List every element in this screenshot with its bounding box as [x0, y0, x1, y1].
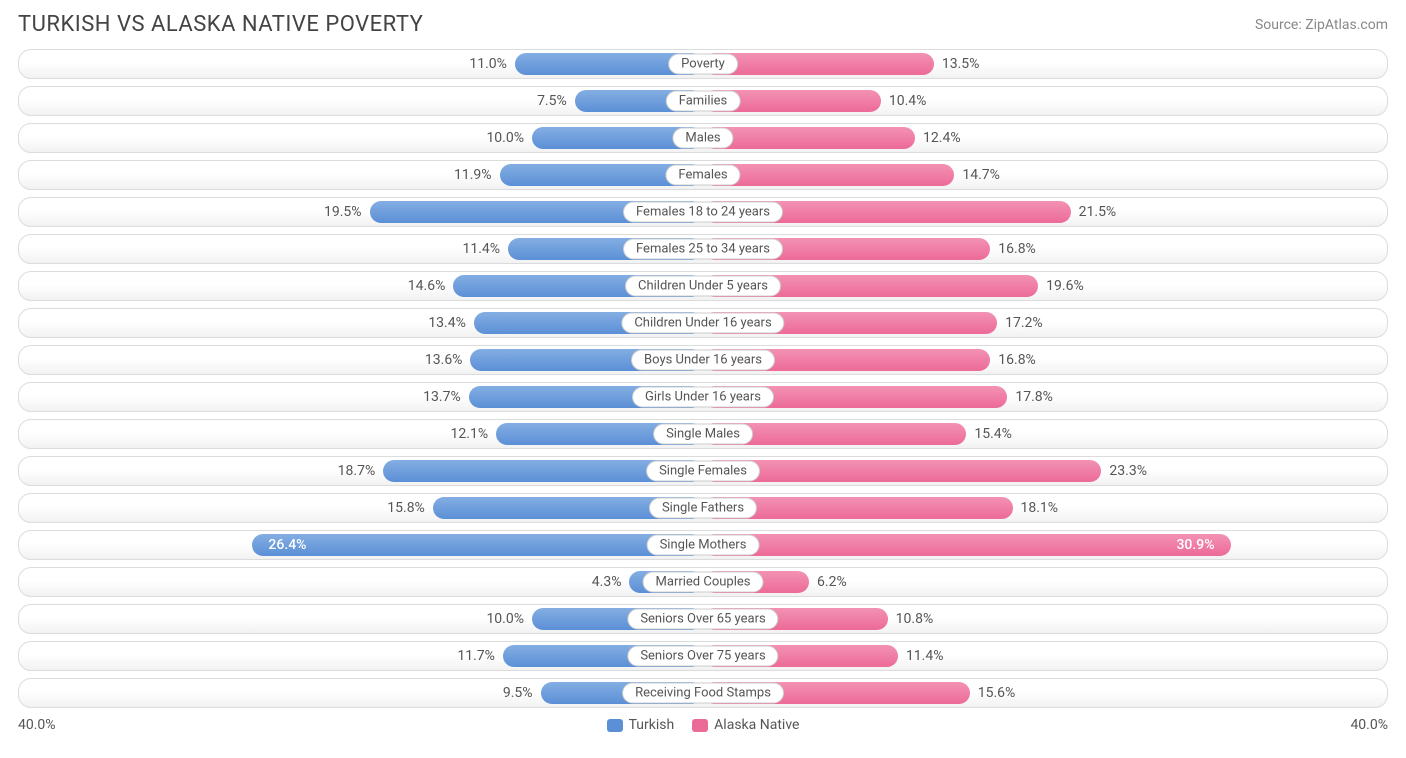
bar-alaska-native — [703, 460, 1101, 482]
chart-title: TURKISH VS ALASKA NATIVE POVERTY — [18, 12, 423, 37]
category-label: Males — [672, 128, 733, 149]
category-label: Single Females — [646, 461, 760, 482]
legend: Turkish Alaska Native — [607, 717, 800, 733]
category-label: Seniors Over 65 years — [627, 609, 778, 630]
value-alaska-native: 16.8% — [990, 352, 1036, 368]
category-label: Girls Under 16 years — [632, 387, 774, 408]
chart-row: 12.1% 15.4% Single Males — [18, 419, 1388, 449]
axis-max-right: 40.0% — [1350, 717, 1388, 733]
category-label: Married Couples — [643, 572, 764, 593]
value-alaska-native: 14.7% — [954, 167, 1000, 183]
value-alaska-native: 15.6% — [970, 685, 1016, 701]
value-turkish: 11.9% — [454, 167, 500, 183]
axis-row: 40.0% Turkish Alaska Native 40.0% — [0, 715, 1406, 733]
value-alaska-native: 16.8% — [990, 241, 1036, 257]
legend-item-alaska-native: Alaska Native — [692, 717, 799, 733]
value-turkish: 18.7% — [338, 463, 384, 479]
category-label: Poverty — [668, 54, 738, 75]
value-turkish: 12.1% — [451, 426, 497, 442]
chart-row: 10.0% 10.8% Seniors Over 65 years — [18, 604, 1388, 634]
category-label: Females 25 to 34 years — [623, 239, 783, 260]
chart-area: 11.0%13.5%Poverty7.5%10.4%Families10.0%1… — [0, 45, 1406, 708]
bar-alaska-native — [703, 164, 954, 186]
chart-row: 14.6% 19.6% Children Under 5 years — [18, 271, 1388, 301]
value-turkish: 10.0% — [486, 130, 532, 146]
chart-row: 9.5% 15.6% Receiving Food Stamps — [18, 678, 1388, 708]
value-turkish: 14.6% — [408, 278, 454, 294]
category-label: Single Mothers — [647, 535, 760, 556]
chart-row: 15.8% 18.1% Single Fathers — [18, 493, 1388, 523]
value-turkish: 10.0% — [486, 611, 532, 627]
chart-row: 11.7% 11.4% Seniors Over 75 years — [18, 641, 1388, 671]
category-label: Seniors Over 75 years — [627, 646, 778, 667]
value-turkish: 19.5% — [324, 204, 370, 220]
value-alaska-native: 10.8% — [888, 611, 934, 627]
value-alaska-native: 21.5% — [1071, 204, 1117, 220]
chart-row: 11.9% 14.7% Females — [18, 160, 1388, 190]
chart-row: 11.4% 16.8% Females 25 to 34 years — [18, 234, 1388, 264]
value-turkish: 4.3% — [592, 574, 630, 590]
category-label: Single Fathers — [649, 498, 757, 519]
category-label: Boys Under 16 years — [631, 350, 775, 371]
value-turkish: 7.5% — [537, 93, 575, 109]
bar-turkish — [252, 534, 703, 556]
category-label: Children Under 5 years — [625, 276, 781, 297]
value-alaska-native: 11.4% — [898, 648, 944, 664]
category-label: Females — [665, 165, 740, 186]
value-turkish: 13.6% — [425, 352, 471, 368]
value-turkish: 15.8% — [387, 500, 433, 516]
chart-row: 19.5% 21.5% Females 18 to 24 years — [18, 197, 1388, 227]
value-turkish: 26.4% — [258, 537, 306, 553]
value-alaska-native: 19.6% — [1038, 278, 1084, 294]
chart-row: 18.7% 23.3% Single Females — [18, 456, 1388, 486]
chart-row: 26.4% 30.9% Single Mothers — [18, 530, 1388, 560]
value-turkish: 13.4% — [428, 315, 474, 331]
value-alaska-native: 10.4% — [881, 93, 927, 109]
legend-label-turkish: Turkish — [629, 717, 675, 733]
value-turkish: 9.5% — [503, 685, 541, 701]
legend-item-turkish: Turkish — [607, 717, 675, 733]
value-alaska-native: 17.2% — [997, 315, 1043, 331]
axis-max-left: 40.0% — [18, 717, 56, 733]
legend-label-alaska-native: Alaska Native — [714, 717, 799, 733]
value-alaska-native: 13.5% — [934, 56, 980, 72]
category-label: Females 18 to 24 years — [623, 202, 783, 223]
chart-row: 4.3% 6.2% Married Couples — [18, 567, 1388, 597]
value-turkish: 11.7% — [457, 648, 503, 664]
chart-source: Source: ZipAtlas.com — [1255, 17, 1388, 33]
value-alaska-native: 6.2% — [809, 574, 847, 590]
bar-alaska-native — [703, 127, 915, 149]
value-alaska-native: 23.3% — [1101, 463, 1147, 479]
value-alaska-native: 15.4% — [966, 426, 1012, 442]
chart-row: 13.4% 17.2% Children Under 16 years — [18, 308, 1388, 338]
category-label: Families — [666, 91, 741, 112]
legend-swatch-turkish — [607, 719, 623, 732]
value-turkish: 13.7% — [423, 389, 469, 405]
value-alaska-native: 12.4% — [915, 130, 961, 146]
value-alaska-native: 18.1% — [1013, 500, 1059, 516]
chart-row: 13.6% 16.8% Boys Under 16 years — [18, 345, 1388, 375]
chart-header: TURKISH VS ALASKA NATIVE POVERTY Source:… — [0, 0, 1406, 45]
value-turkish: 11.4% — [463, 241, 509, 257]
legend-swatch-alaska-native — [692, 719, 708, 732]
chart-row: 7.5% 10.4% Families — [18, 86, 1388, 116]
chart-row: 13.7% 17.8% Girls Under 16 years — [18, 382, 1388, 412]
value-alaska-native: 30.9% — [1176, 537, 1224, 553]
chart-row: 11.0% 13.5% Poverty — [18, 49, 1388, 79]
chart-row: 10.0% 12.4% Males — [18, 123, 1388, 153]
bar-alaska-native — [703, 534, 1231, 556]
category-label: Single Males — [653, 424, 753, 445]
category-label: Children Under 16 years — [621, 313, 784, 334]
category-label: Receiving Food Stamps — [622, 683, 784, 704]
value-alaska-native: 17.8% — [1007, 389, 1053, 405]
value-turkish: 11.0% — [469, 56, 515, 72]
